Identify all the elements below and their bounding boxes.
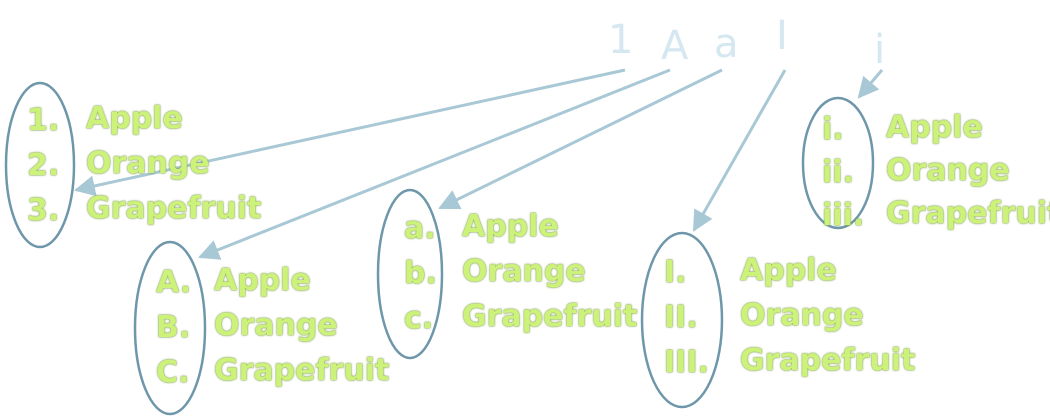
marker-lower-roman-3: iii. <box>822 198 865 233</box>
item-decimal-orange: Orange <box>86 146 210 181</box>
arrow-1-to-decimal <box>73 68 626 197</box>
arrow-I-to-upper-roman <box>692 69 787 232</box>
ellipse-upper-alpha <box>133 240 207 416</box>
item-upper-roman-orange: Orange <box>740 298 864 333</box>
marker-decimal-3: 3. <box>27 193 60 228</box>
marker-lower-alpha-3: c. <box>404 301 434 336</box>
ellipse-lower-roman <box>801 96 875 230</box>
ellipse-decimal <box>4 81 76 249</box>
marker-upper-alpha-1: A. <box>156 265 192 300</box>
marker-upper-roman-3: III. <box>664 345 709 380</box>
item-decimal-grapefruit: Grapefruit <box>86 191 262 226</box>
item-upper-roman-apple: Apple <box>740 253 837 288</box>
item-upper-alpha-apple: Apple <box>214 263 311 298</box>
marker-upper-roman-2: II. <box>664 300 698 335</box>
marker-lower-alpha-1: a. <box>404 211 436 246</box>
marker-upper-alpha-3: C. <box>156 355 190 390</box>
ellipse-upper-roman <box>640 231 724 409</box>
marker-decimal-1: 1. <box>27 103 60 138</box>
marker-decimal-2: 2. <box>27 148 60 183</box>
item-upper-alpha-grapefruit: Grapefruit <box>214 353 390 388</box>
item-upper-roman-grapefruit: Grapefruit <box>740 343 916 378</box>
item-lower-alpha-apple: Apple <box>462 209 559 244</box>
item-lower-alpha-grapefruit: Grapefruit <box>462 299 638 334</box>
marker-lower-roman-2: ii. <box>822 155 854 190</box>
header-lower-roman: i <box>874 27 886 73</box>
marker-lower-alpha-2: b. <box>404 256 437 291</box>
header-lower-alpha: a <box>714 21 739 67</box>
arrow-A-to-upper-alpha <box>198 68 671 260</box>
item-decimal-apple: Apple <box>86 101 183 136</box>
header-upper-alpha: A <box>661 23 689 69</box>
marker-upper-alpha-2: B. <box>156 310 191 345</box>
item-upper-alpha-orange: Orange <box>214 308 338 343</box>
header-decimal: 1 <box>608 17 634 63</box>
header-upper-roman: I <box>776 13 788 59</box>
arrow-a-to-lower-alpha <box>438 68 723 210</box>
item-lower-alpha-orange: Orange <box>462 254 586 289</box>
item-lower-roman-orange: Orange <box>886 153 1010 188</box>
arrow-i-to-lower-roman <box>857 69 884 99</box>
marker-upper-roman-1: I. <box>664 255 687 290</box>
item-lower-roman-apple: Apple <box>886 110 983 145</box>
marker-lower-roman-1: i. <box>822 112 844 147</box>
ellipse-lower-alpha <box>376 188 444 360</box>
item-lower-roman-grapefruit: Grapefruit <box>886 196 1050 231</box>
